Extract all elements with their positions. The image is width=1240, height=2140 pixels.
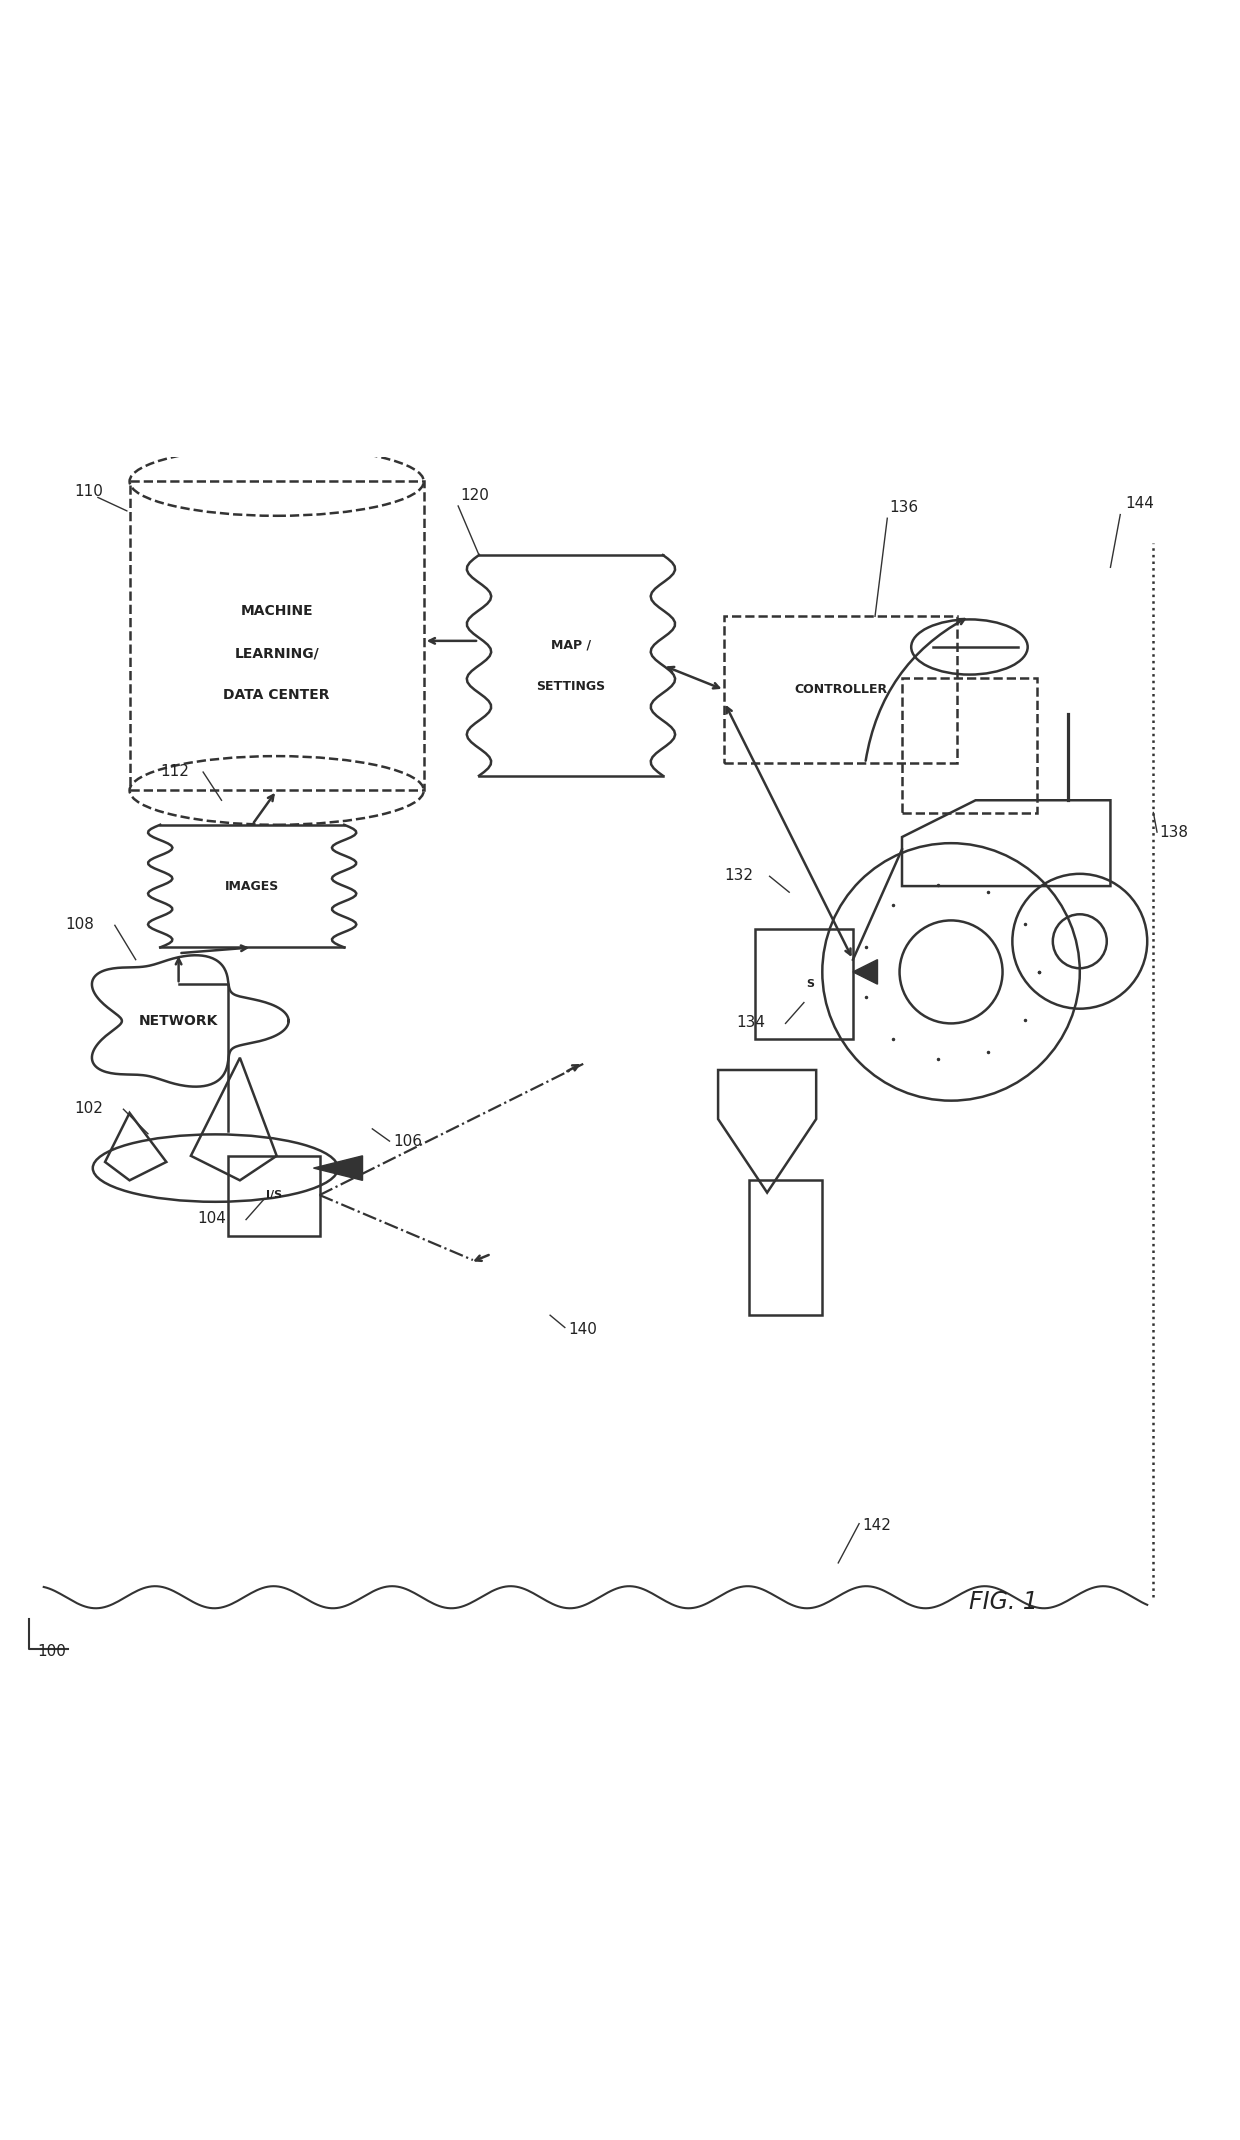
Text: MAP /: MAP / xyxy=(551,638,591,651)
Text: 112: 112 xyxy=(160,764,188,779)
Bar xyxy=(129,482,424,790)
Text: 134: 134 xyxy=(737,1014,765,1029)
Text: SETTINGS: SETTINGS xyxy=(537,681,605,693)
Text: S: S xyxy=(806,980,813,989)
Text: 138: 138 xyxy=(1159,826,1188,841)
Text: NETWORK: NETWORK xyxy=(139,1014,218,1027)
Bar xyxy=(724,616,957,764)
Text: 108: 108 xyxy=(66,918,94,933)
Text: 102: 102 xyxy=(74,1100,103,1115)
Text: 136: 136 xyxy=(890,501,919,516)
Text: 120: 120 xyxy=(460,488,490,503)
Text: MACHINE: MACHINE xyxy=(241,603,312,618)
Polygon shape xyxy=(314,1156,362,1181)
Bar xyxy=(749,1181,822,1316)
Text: 104: 104 xyxy=(197,1211,226,1226)
Text: 100: 100 xyxy=(37,1644,67,1658)
Polygon shape xyxy=(853,959,878,984)
Text: CONTROLLER: CONTROLLER xyxy=(794,683,888,696)
Text: I/S: I/S xyxy=(267,1190,283,1201)
Text: LEARNING/: LEARNING/ xyxy=(234,646,319,659)
Text: DATA CENTER: DATA CENTER xyxy=(223,687,330,702)
Text: 144: 144 xyxy=(1125,496,1154,511)
Text: 110: 110 xyxy=(74,484,103,499)
Bar xyxy=(901,678,1037,813)
Text: 106: 106 xyxy=(393,1134,422,1149)
Text: 132: 132 xyxy=(724,869,753,884)
Text: FIG. 1: FIG. 1 xyxy=(970,1590,1038,1614)
Text: 142: 142 xyxy=(863,1517,892,1532)
Text: IMAGES: IMAGES xyxy=(224,880,279,892)
Text: 140: 140 xyxy=(568,1323,598,1338)
Bar xyxy=(228,1156,320,1235)
Bar xyxy=(755,929,853,1040)
